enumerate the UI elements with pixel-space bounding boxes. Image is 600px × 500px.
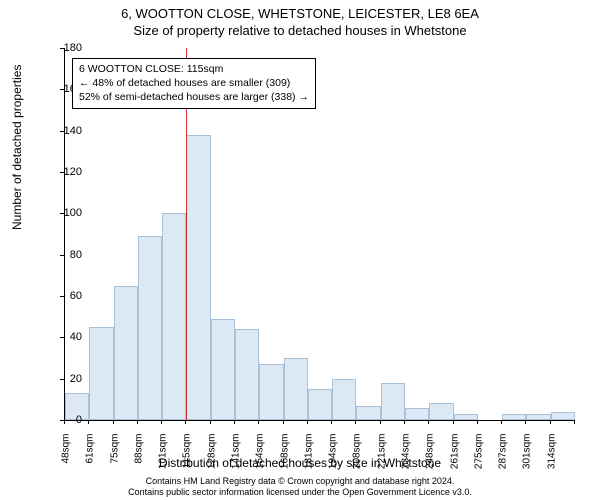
histogram-bar (211, 319, 235, 420)
y-axis-label: Number of detached properties (10, 65, 24, 230)
y-tick-label: 80 (70, 249, 82, 261)
histogram-bar (162, 213, 186, 420)
chart-container: 6, WOOTTON CLOSE, WHETSTONE, LEICESTER, … (0, 0, 600, 500)
y-tick-label: 0 (76, 414, 82, 426)
x-tick-mark (574, 420, 575, 424)
y-tick-label: 120 (64, 166, 82, 178)
x-tick-mark (307, 420, 308, 424)
histogram-bar (284, 358, 308, 420)
histogram-bar (356, 406, 380, 420)
chart-title-main: 6, WOOTTON CLOSE, WHETSTONE, LEICESTER, … (0, 0, 600, 21)
y-tick-mark (60, 213, 64, 214)
y-tick-label: 20 (70, 373, 82, 385)
y-tick-label: 180 (64, 42, 82, 54)
x-tick-mark (88, 420, 89, 424)
x-tick-mark (113, 420, 114, 424)
histogram-bar (429, 403, 453, 420)
histogram-bar (381, 383, 405, 420)
histogram-bar (259, 364, 283, 420)
info-box-line3: 52% of semi-detached houses are larger (… (79, 90, 309, 104)
histogram-bar (454, 414, 478, 420)
x-tick-mark (501, 420, 502, 424)
x-axis-label: Distribution of detached houses by size … (0, 456, 600, 470)
histogram-bar (114, 286, 138, 420)
histogram-bar (308, 389, 332, 420)
footer-line2: Contains public sector information licen… (0, 487, 600, 498)
x-tick-mark (355, 420, 356, 424)
x-tick-mark (161, 420, 162, 424)
y-tick-mark (60, 172, 64, 173)
info-box: 6 WOOTTON CLOSE: 115sqm ← 48% of detache… (72, 58, 316, 109)
y-tick-mark (60, 296, 64, 297)
histogram-bar (89, 327, 113, 420)
histogram-bar (551, 412, 575, 420)
x-tick-mark (331, 420, 332, 424)
x-tick-mark (185, 420, 186, 424)
x-tick-mark (380, 420, 381, 424)
histogram-bar (235, 329, 259, 420)
y-tick-label: 60 (70, 290, 82, 302)
histogram-bar (405, 408, 429, 420)
y-tick-label: 100 (64, 207, 82, 219)
y-tick-mark (60, 131, 64, 132)
x-tick-mark (404, 420, 405, 424)
histogram-bar (186, 135, 210, 420)
footer-line1: Contains HM Land Registry data © Crown c… (0, 476, 600, 487)
y-tick-label: 40 (70, 331, 82, 343)
y-tick-mark (60, 379, 64, 380)
histogram-bar (526, 414, 550, 420)
y-tick-mark (60, 89, 64, 90)
y-tick-mark (60, 337, 64, 338)
x-tick-mark (428, 420, 429, 424)
x-tick-mark (258, 420, 259, 424)
y-tick-mark (60, 48, 64, 49)
x-tick-mark (453, 420, 454, 424)
info-box-line2: ← 48% of detached houses are smaller (30… (79, 76, 309, 90)
chart-title-sub: Size of property relative to detached ho… (0, 21, 600, 38)
x-tick-mark (477, 420, 478, 424)
footer-attribution: Contains HM Land Registry data © Crown c… (0, 476, 600, 498)
y-tick-label: 140 (64, 125, 82, 137)
x-tick-mark (525, 420, 526, 424)
y-tick-mark (60, 255, 64, 256)
x-tick-mark (283, 420, 284, 424)
x-tick-mark (210, 420, 211, 424)
info-box-line1: 6 WOOTTON CLOSE: 115sqm (79, 62, 309, 76)
x-tick-mark (137, 420, 138, 424)
x-tick-mark (234, 420, 235, 424)
x-tick-mark (550, 420, 551, 424)
histogram-bar (138, 236, 162, 420)
histogram-bar (502, 414, 526, 420)
histogram-bar (332, 379, 356, 420)
x-tick-mark (64, 420, 65, 424)
